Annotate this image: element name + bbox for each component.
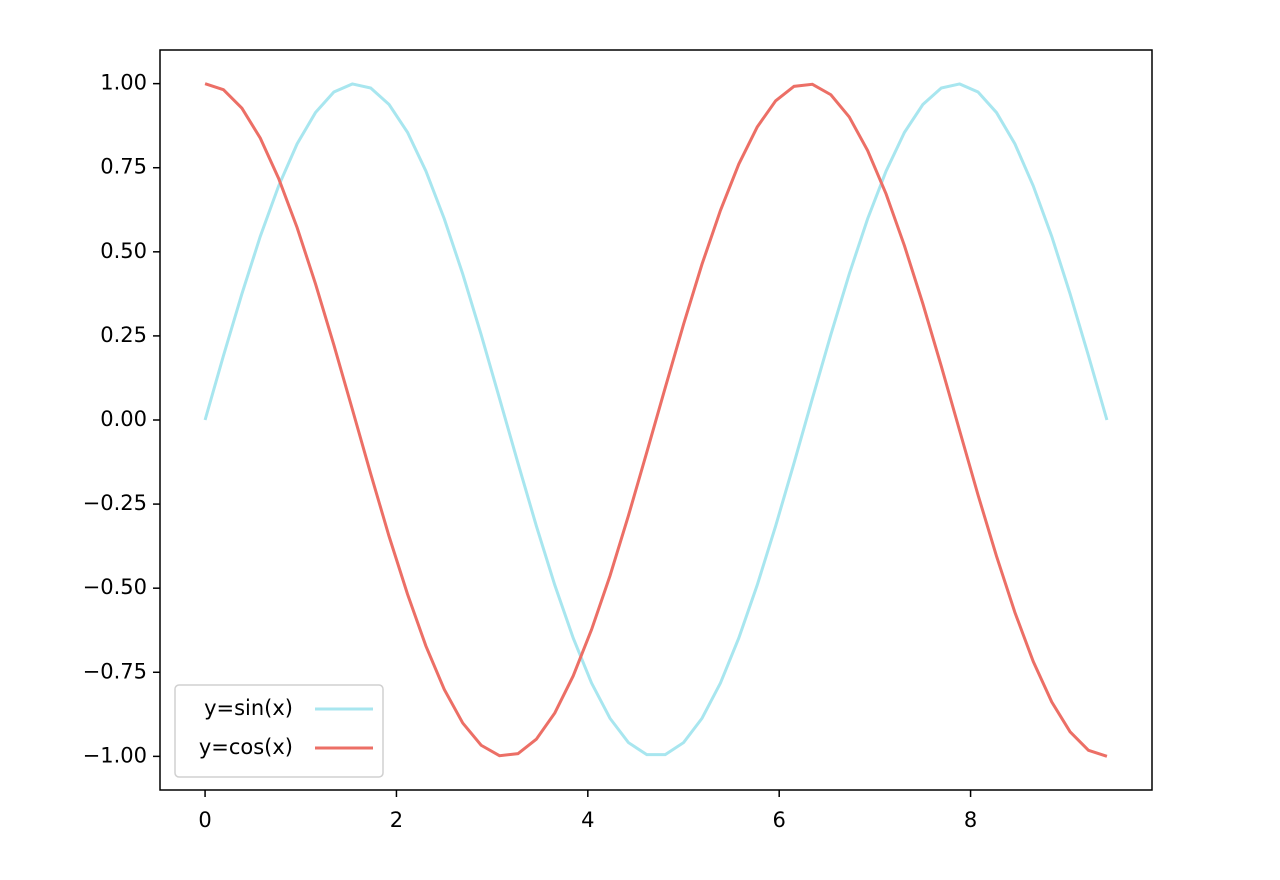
y-tick-label: 0.00 [100, 407, 147, 431]
y-tick-label: 0.25 [100, 323, 147, 347]
y-tick-label: 0.75 [100, 155, 147, 179]
y-tick-label: 1.00 [100, 71, 147, 95]
y-tick-label: −0.75 [83, 659, 147, 683]
x-tick-label: 4 [581, 808, 594, 832]
y-tick-label: −1.00 [83, 743, 147, 767]
x-tick-label: 0 [198, 808, 211, 832]
series-line [204, 82, 1108, 758]
x-tick-label: 2 [390, 808, 403, 832]
y-tick-label: 0.50 [100, 239, 147, 263]
y-tick-label: −0.50 [83, 575, 147, 599]
legend-label: y=cos(x) [199, 735, 293, 759]
legend-label: y=sin(x) [204, 696, 293, 720]
series-line [203, 82, 1109, 757]
x-tick-label: 6 [773, 808, 786, 832]
x-tick-label: 8 [964, 808, 977, 832]
plot-frame [159, 49, 1153, 791]
y-tick-label: −0.25 [83, 491, 147, 515]
